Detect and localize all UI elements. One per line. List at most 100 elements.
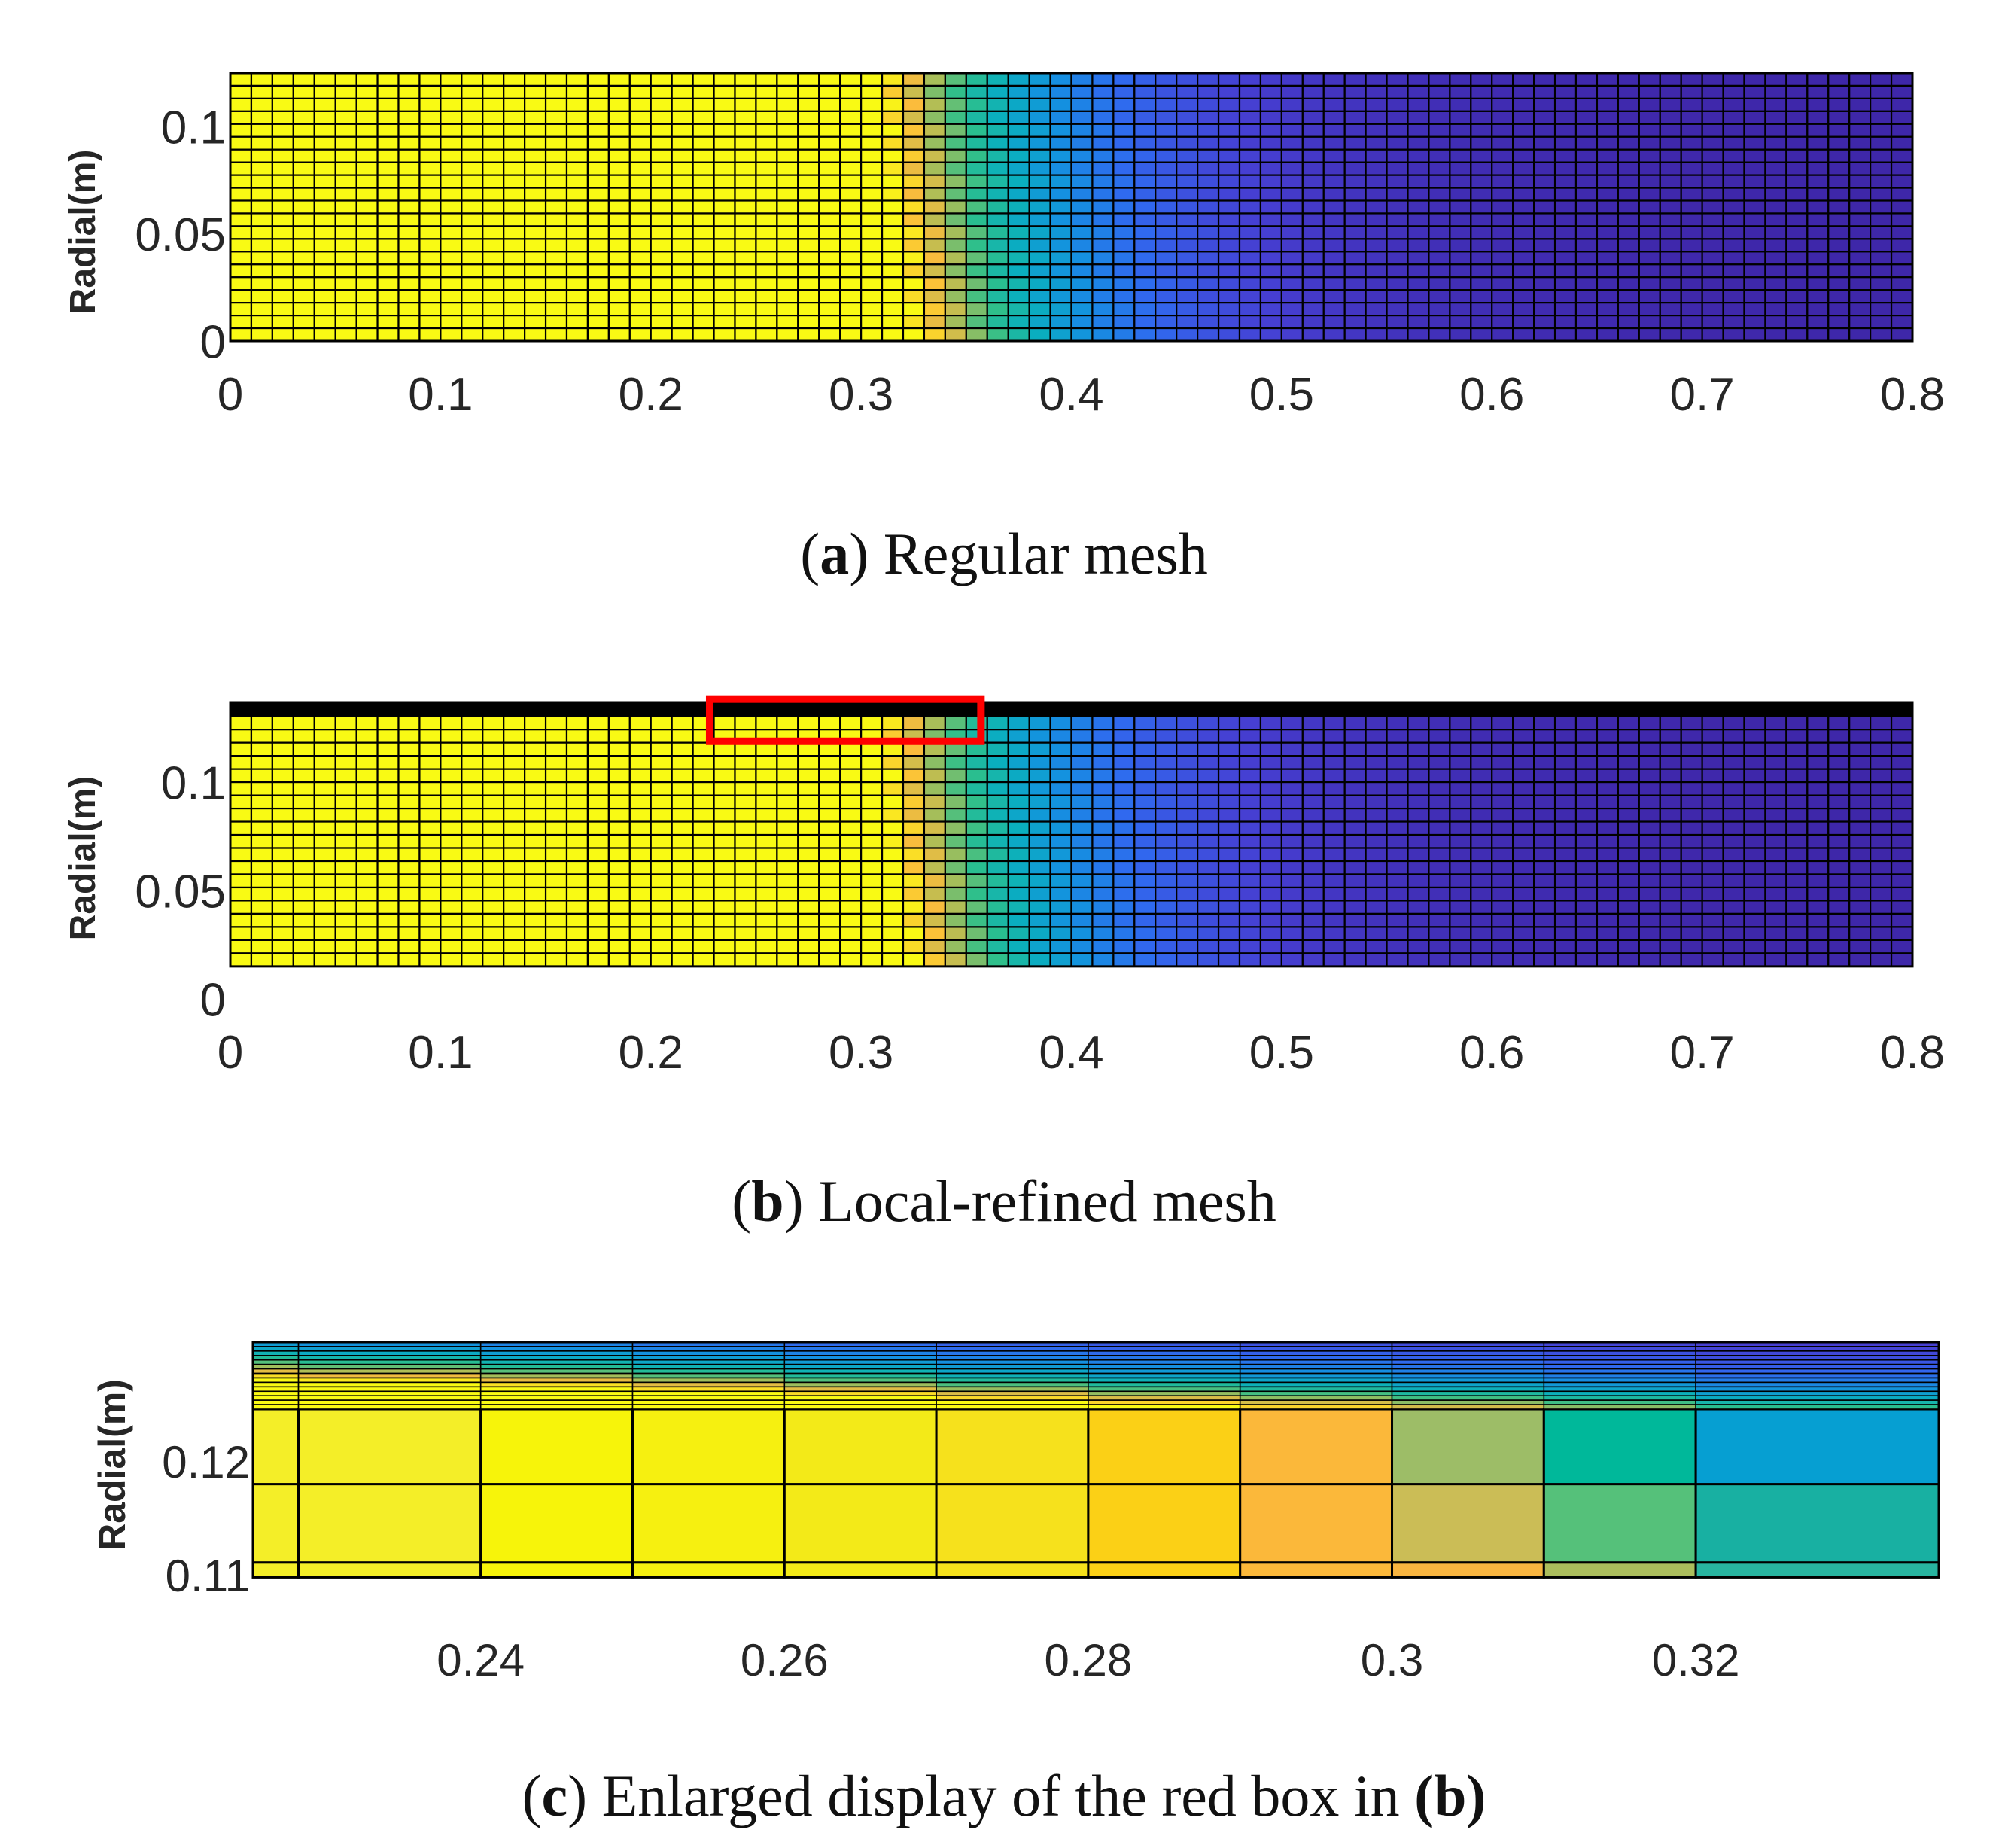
mesh-cell bbox=[1848, 729, 1872, 744]
mesh-cell bbox=[418, 794, 442, 810]
mesh-cell bbox=[524, 135, 547, 151]
mesh-cell bbox=[586, 302, 610, 317]
mesh-cell bbox=[839, 148, 863, 163]
mesh-cell bbox=[1112, 873, 1136, 889]
mesh-cell bbox=[1701, 123, 1724, 138]
mesh-cell bbox=[1391, 1395, 1545, 1401]
mesh-cell bbox=[1049, 123, 1072, 138]
mesh-cell bbox=[313, 833, 336, 849]
mesh-cell bbox=[1407, 939, 1430, 954]
mesh-cell bbox=[334, 741, 357, 757]
mesh-cell bbox=[586, 939, 610, 954]
mesh-cell bbox=[1638, 847, 1661, 863]
mesh-cell bbox=[229, 729, 253, 744]
mesh-cell bbox=[440, 952, 463, 967]
mesh-cell bbox=[1491, 755, 1514, 770]
mesh-cell bbox=[334, 110, 357, 125]
mesh-cell bbox=[313, 768, 336, 784]
mesh-cell bbox=[250, 900, 273, 915]
mesh-cell bbox=[902, 781, 926, 796]
mesh-cell bbox=[1133, 729, 1157, 744]
mesh-cell bbox=[1091, 263, 1115, 279]
mesh-cell bbox=[1848, 794, 1872, 810]
mesh-cell bbox=[1155, 886, 1178, 902]
mesh-cell bbox=[1028, 741, 1051, 757]
mesh-cell bbox=[1680, 314, 1703, 330]
mesh-cell bbox=[313, 952, 336, 967]
mesh-cell bbox=[418, 148, 442, 163]
mesh-cell bbox=[418, 187, 442, 202]
mesh-cell bbox=[1391, 1372, 1545, 1379]
mesh-cell bbox=[1533, 302, 1556, 317]
mesh-cell bbox=[1785, 187, 1809, 202]
mesh-cell bbox=[1280, 148, 1304, 163]
mesh-cell bbox=[944, 135, 967, 151]
mesh-cell bbox=[902, 873, 926, 889]
mesh-cell bbox=[1070, 135, 1094, 151]
mesh-cell bbox=[1574, 97, 1599, 112]
mesh-cell bbox=[692, 847, 715, 863]
mesh-cell bbox=[1764, 199, 1787, 215]
mesh-cell bbox=[292, 72, 315, 87]
mesh-cell bbox=[397, 886, 421, 902]
mesh-cell bbox=[544, 847, 568, 863]
mesh-cell bbox=[818, 952, 841, 967]
mesh-cell bbox=[479, 1395, 634, 1401]
mesh-cell bbox=[1407, 794, 1430, 810]
mesh-cell bbox=[935, 1483, 1090, 1564]
mesh-cell bbox=[839, 860, 863, 875]
mesh-cell bbox=[1217, 225, 1241, 240]
mesh-cell bbox=[713, 900, 736, 915]
mesh-cell bbox=[650, 97, 673, 112]
mesh-cell bbox=[1596, 860, 1619, 875]
mesh-cell bbox=[355, 781, 379, 796]
mesh-cell bbox=[860, 72, 884, 87]
mesh-cell bbox=[671, 729, 694, 744]
mesh-cell bbox=[1301, 715, 1325, 731]
mesh-cell bbox=[1701, 302, 1724, 317]
mesh-cell bbox=[1155, 327, 1178, 343]
mesh-cell bbox=[1259, 212, 1282, 227]
mesh-cell bbox=[1827, 900, 1851, 915]
mesh-cell bbox=[1259, 97, 1282, 112]
mesh-cell bbox=[544, 302, 568, 317]
mesh-cell bbox=[1827, 187, 1851, 202]
mesh-cell bbox=[1259, 276, 1282, 291]
mesh-cell bbox=[1806, 199, 1830, 215]
mesh-cell bbox=[482, 161, 505, 176]
mesh-cell bbox=[1470, 84, 1493, 100]
mesh-cell bbox=[923, 135, 946, 151]
mesh-cell bbox=[1365, 741, 1388, 757]
mesh-cell bbox=[607, 729, 631, 744]
mesh-cell bbox=[1848, 755, 1872, 770]
mesh-cell bbox=[755, 833, 778, 849]
mesh-cell bbox=[1070, 84, 1094, 100]
mesh-cell bbox=[586, 755, 610, 770]
mesh-cell bbox=[1827, 715, 1851, 731]
mesh-cell bbox=[839, 174, 863, 189]
mesh-cell bbox=[607, 199, 631, 215]
mesh-cell bbox=[1617, 755, 1640, 770]
mesh-cell bbox=[1280, 289, 1304, 304]
mesh-cell bbox=[229, 715, 253, 731]
mesh-cell bbox=[418, 952, 442, 967]
mesh-cell bbox=[902, 123, 926, 138]
mesh-cell bbox=[1870, 847, 1893, 863]
mesh-cell bbox=[1701, 251, 1724, 266]
mesh-cell bbox=[397, 302, 421, 317]
mesh-cell bbox=[503, 97, 526, 112]
mesh-cell bbox=[1091, 148, 1115, 163]
mesh-cell bbox=[565, 84, 589, 100]
mesh-cell bbox=[1197, 807, 1220, 823]
mesh-cell bbox=[1343, 212, 1367, 227]
mesh-cell bbox=[1449, 72, 1472, 87]
mesh-cell bbox=[1617, 794, 1640, 810]
mesh-cell bbox=[713, 187, 736, 202]
mesh-cell bbox=[628, 781, 652, 796]
mesh-cell bbox=[1197, 715, 1220, 731]
mesh-cell bbox=[1743, 926, 1766, 941]
mesh-cell bbox=[1870, 939, 1893, 954]
mesh-cell bbox=[1343, 187, 1367, 202]
mesh-cell bbox=[1322, 741, 1346, 757]
mesh-cell bbox=[965, 84, 988, 100]
